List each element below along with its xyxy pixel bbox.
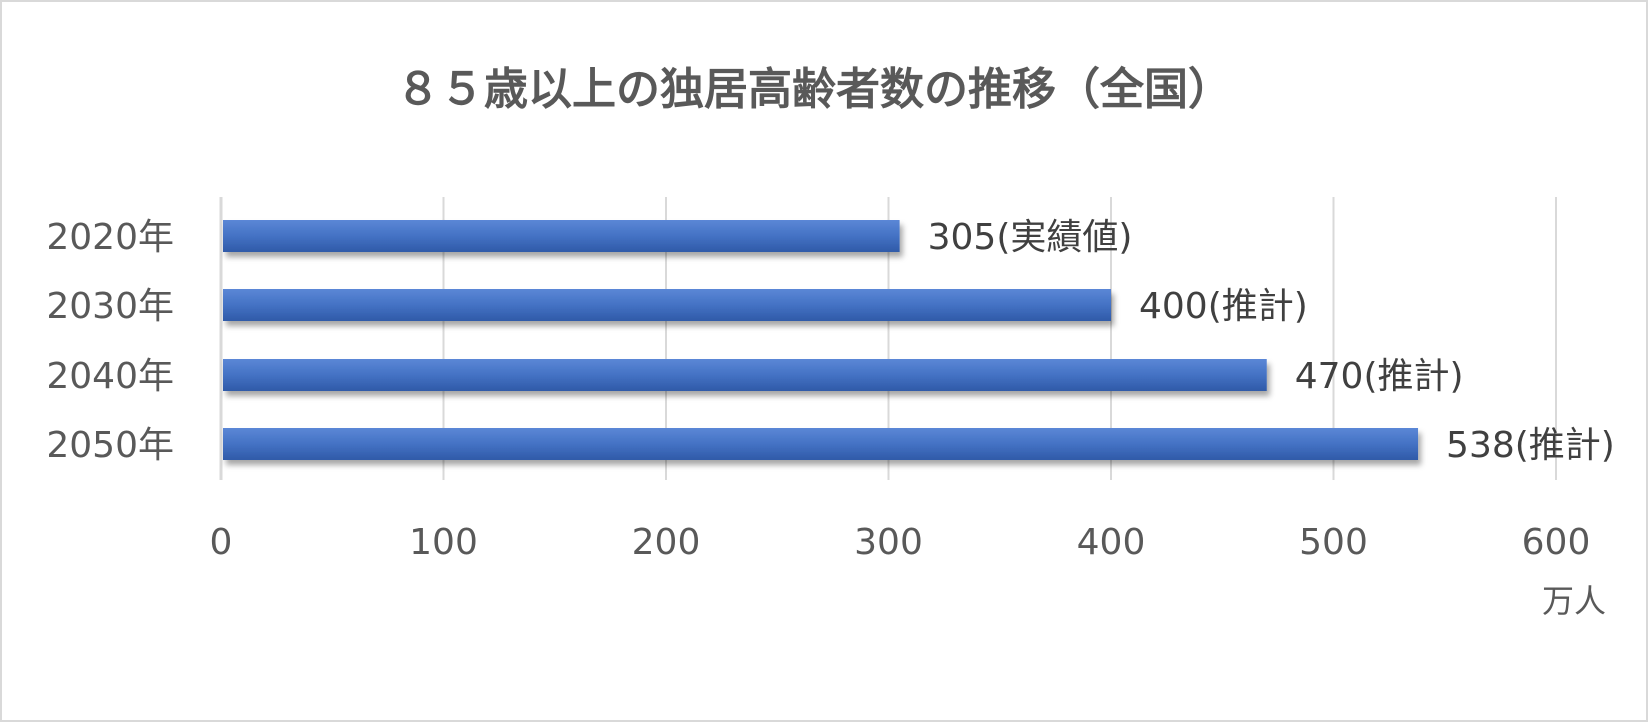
x-tick-label: 400 <box>1077 522 1146 563</box>
x-tick-label: 0 <box>210 522 233 563</box>
data-labels: 305(実績値)400(推計) 470(推計) 538(推計) <box>928 217 1615 466</box>
bar <box>223 359 1267 391</box>
chart-title: ８５歳以上の独居高齢者数の推移（全国） <box>396 64 1232 115</box>
bar <box>223 428 1419 460</box>
data-label: 470(推計) <box>1295 356 1464 397</box>
x-tick-label: 600 <box>1522 522 1591 563</box>
x-tick-label: 200 <box>632 522 701 563</box>
category-label: 2020年 <box>46 217 174 258</box>
bars <box>223 220 1419 460</box>
data-label: 305(実績値) <box>928 217 1133 258</box>
x-tick-label: 100 <box>409 522 478 563</box>
category-label: 2030年 <box>46 286 174 327</box>
bar <box>223 220 900 252</box>
bar <box>223 289 1111 321</box>
x-axis-tick-labels: 0 100 200 300 400 500 600 <box>210 522 1591 563</box>
data-label: 400(推計) <box>1139 286 1308 327</box>
data-label: 538(推計) <box>1446 425 1615 466</box>
x-axis-unit-label: 万人 <box>1542 582 1606 620</box>
category-labels: 2020年 2030年 2040年 2050年 <box>46 217 174 466</box>
category-label: 2050年 <box>46 425 174 466</box>
x-tick-label: 500 <box>1299 522 1368 563</box>
category-label: 2040年 <box>46 356 174 397</box>
x-tick-label: 300 <box>854 522 923 563</box>
